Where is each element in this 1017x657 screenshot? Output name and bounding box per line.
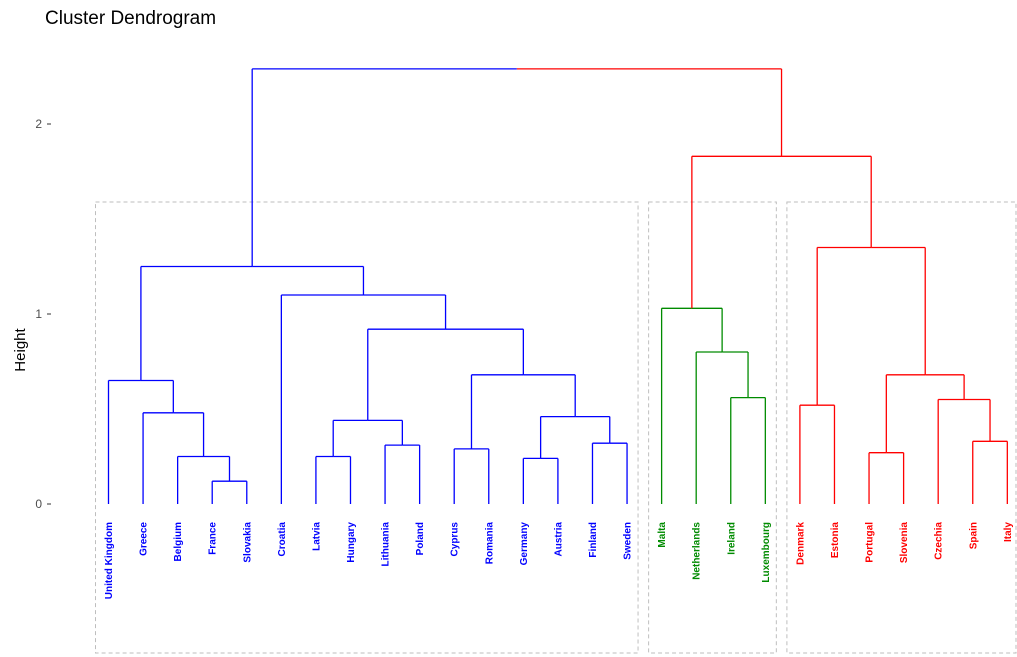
leaf-label: Netherlands [692,522,703,580]
leaf-label: Hungary [346,522,357,563]
leaf-label: United Kingdom [104,522,115,599]
y-tick-label: 2 [35,117,42,131]
cluster-box-green [648,201,777,654]
leaf-label: Belgium [173,522,184,562]
leaf-label: France [208,522,219,555]
leaf-label: Romania [484,522,495,565]
leaf-label: Croatia [277,522,288,557]
leaf-label: Cyprus [450,522,461,557]
chart-title: Cluster Dendrogram [45,8,217,29]
y-tick-label: 1 [35,307,42,321]
leaf-label: Sweden [623,522,634,560]
leaf-label: Austria [553,522,564,557]
cluster-box-red [786,201,1017,654]
leaf-label: Slovakia [242,522,253,563]
leaf-label: Luxembourg [761,522,772,583]
leaf-label: Germany [519,522,530,566]
leaf-label: Portugal [865,522,876,563]
leaf-label: Denmark [795,522,806,565]
leaf-label: Poland [415,522,426,555]
y-axis-title: Height [12,327,29,371]
leaf-label: Slovenia [899,522,910,564]
leaf-label: Estonia [830,522,841,559]
cluster-box-blue [95,201,639,654]
leaf-label: Latvia [311,522,322,551]
leaf-label: Finland [588,522,599,558]
leaf-label: Spain [968,522,979,549]
leaf-label: Ireland [726,522,737,555]
leaf-label: Lithuania [381,522,392,567]
y-tick-label: 0 [35,497,42,511]
leaf-label: Czechia [934,522,945,560]
leaf-label: Italy [1003,522,1014,542]
leaf-label: Greece [139,522,150,556]
leaf-label: Malta [657,522,668,548]
